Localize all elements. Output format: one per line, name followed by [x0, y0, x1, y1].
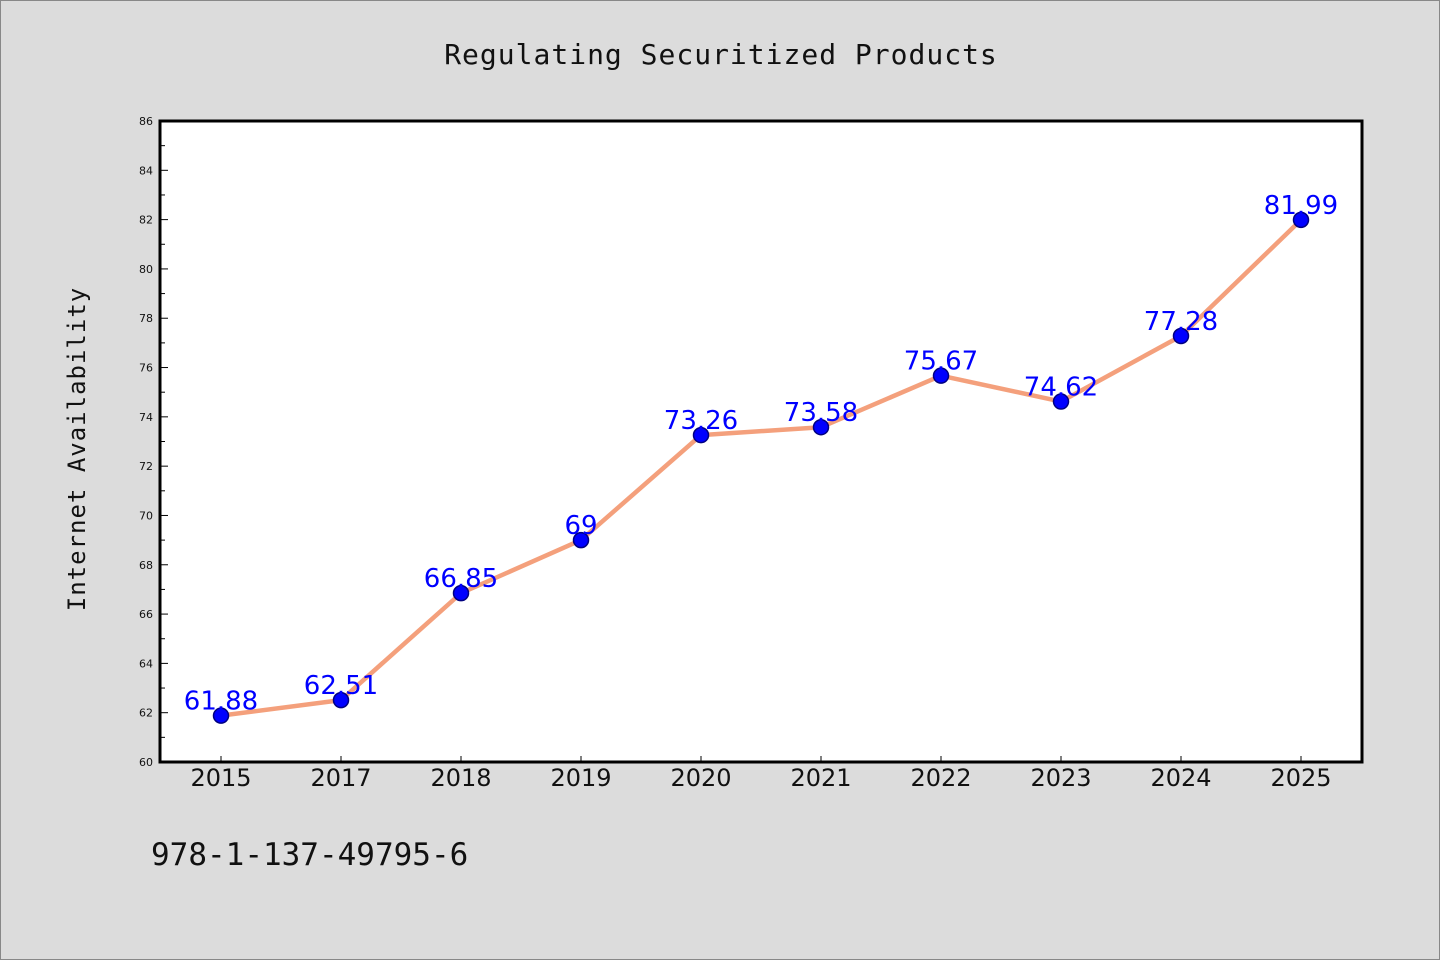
x-axis-ticks: 2015 2017 2018 2019 2020 2021 2022 2023 2024 2025 — [190, 756, 1332, 792]
data-label: 69 — [564, 511, 597, 541]
x-tick-label: 2017 — [310, 764, 371, 792]
y-tick-label: 60 — [139, 756, 153, 769]
chart-title: Regulating Securitized Products — [444, 38, 998, 71]
y-tick-label: 66 — [139, 608, 153, 621]
y-tick-label: 84 — [139, 164, 153, 177]
x-tick-label: 2019 — [550, 764, 611, 792]
x-tick-label: 2018 — [430, 764, 491, 792]
plot-area — [160, 121, 1362, 762]
x-tick-label: 2020 — [670, 764, 731, 792]
y-axis-ticks: 60 62 64 66 68 70 72 74 76 78 80 82 84 86 — [139, 115, 168, 769]
data-point — [452, 584, 470, 602]
data-label: 77.28 — [1144, 307, 1218, 337]
x-tick-label: 2022 — [910, 764, 971, 792]
y-tick-label: 86 — [139, 115, 153, 128]
y-tick-label: 64 — [139, 657, 153, 670]
data-point — [1292, 211, 1310, 229]
y-tick-label: 74 — [139, 411, 153, 424]
y-tick-label: 70 — [139, 509, 153, 522]
plot-frame — [158, 119, 1364, 764]
y-tick-label: 78 — [139, 312, 153, 325]
y-tick-label: 76 — [139, 362, 153, 375]
y-tick-label: 80 — [139, 263, 153, 276]
data-point — [212, 707, 230, 724]
x-tick-label: 2023 — [1030, 764, 1091, 792]
data-point — [332, 691, 350, 709]
isbn-text: 978-1-137-49795-6 — [151, 837, 468, 873]
data-label: 74.62 — [1024, 373, 1098, 403]
series-line — [218, 217, 1304, 718]
y-tick-label: 68 — [139, 559, 153, 572]
data-label: 61.88 — [184, 687, 258, 717]
x-tick-label: 2024 — [1150, 764, 1211, 792]
data-label: 73.26 — [664, 406, 738, 436]
data-point — [572, 531, 590, 549]
data-label: 75.67 — [904, 347, 978, 377]
data-label: 62.51 — [304, 671, 378, 701]
y-tick-label: 72 — [139, 460, 153, 473]
data-point — [812, 418, 830, 436]
y-tick-label: 82 — [139, 214, 153, 227]
y-axis-label: Internet Availability — [63, 287, 91, 611]
data-point — [692, 426, 710, 444]
data-label: 81.99 — [1264, 191, 1338, 221]
data-label: 73.58 — [784, 398, 858, 428]
data-point — [1052, 393, 1070, 410]
y-tick-label: 62 — [139, 707, 153, 720]
series-line-group — [218, 217, 1304, 718]
x-tick-label: 2015 — [190, 764, 251, 792]
data-label: 66.85 — [424, 564, 498, 594]
x-tick-label: 2021 — [790, 764, 851, 792]
data-point — [1172, 327, 1190, 345]
data-point — [932, 367, 950, 384]
series-markers — [212, 211, 1310, 724]
data-labels: 61.88 62.51 66.85 69 73.26 73.58 75.67 74.62 77.… — [184, 191, 1338, 717]
x-tick-label: 2025 — [1270, 764, 1331, 792]
